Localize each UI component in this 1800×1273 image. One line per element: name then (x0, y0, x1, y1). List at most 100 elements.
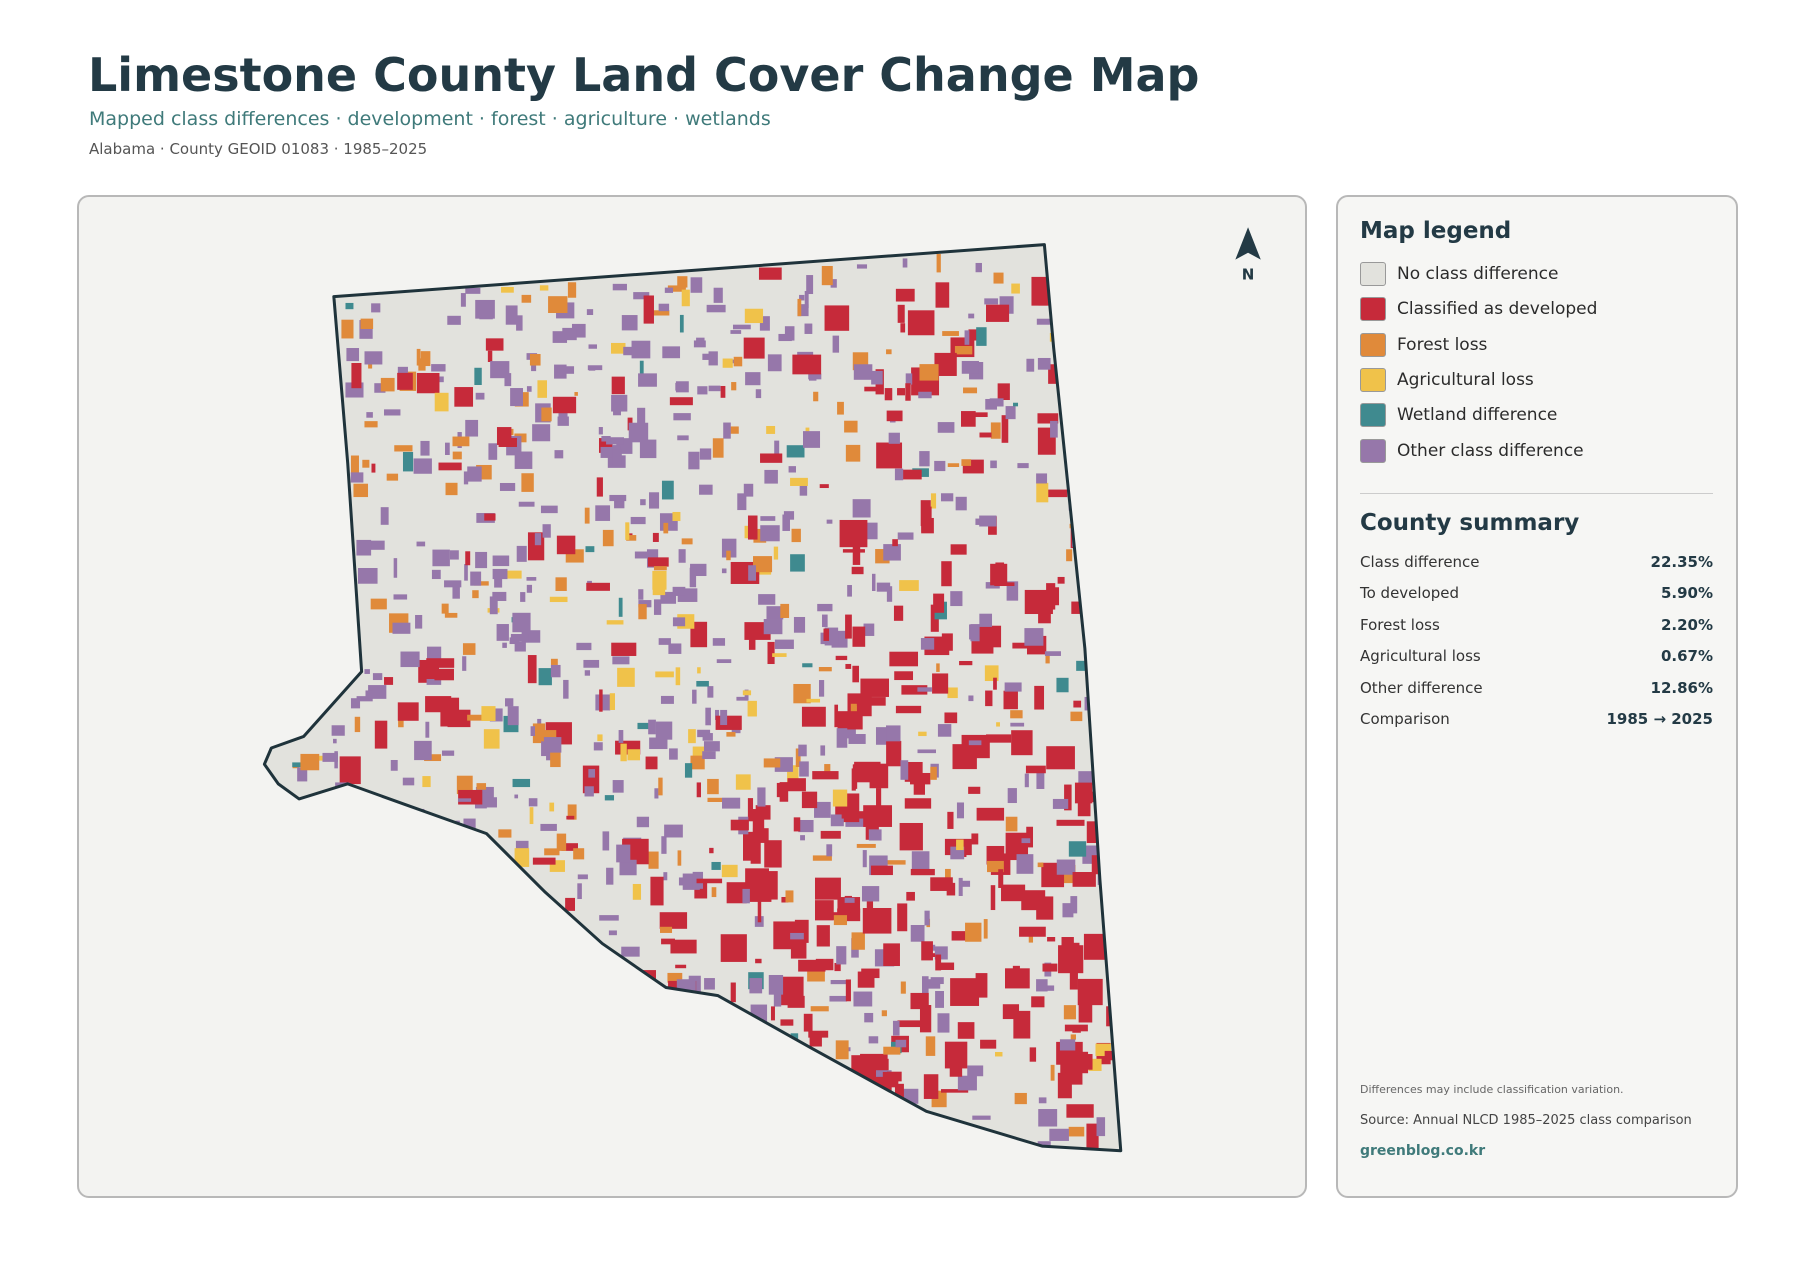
change-patch (864, 386, 880, 392)
change-patch (902, 258, 908, 268)
change-patch (900, 981, 906, 994)
change-patch (1046, 746, 1075, 770)
change-patch (837, 711, 863, 730)
change-patch (474, 367, 482, 385)
change-patch (623, 346, 633, 356)
change-patch (527, 655, 537, 684)
change-patch (720, 934, 747, 962)
change-patch (760, 453, 783, 463)
change-patch (567, 282, 577, 298)
change-patch (621, 315, 638, 331)
change-patch (672, 586, 686, 596)
change-patch (911, 851, 930, 871)
change-patch (699, 448, 712, 460)
change-patch (561, 843, 578, 851)
change-patch (1036, 482, 1049, 503)
change-patch (917, 687, 932, 692)
change-patch (690, 621, 708, 648)
change-patch (745, 372, 761, 386)
change-patch (628, 422, 649, 443)
change-patch (652, 532, 659, 542)
change-patch (697, 386, 708, 395)
change-patch (839, 519, 868, 548)
legend-swatch (1360, 403, 1386, 428)
change-patch (1049, 1128, 1069, 1141)
change-patch (688, 729, 696, 744)
change-patch (984, 665, 999, 682)
change-patch (1005, 968, 1030, 989)
change-patch (760, 516, 776, 521)
change-patch (434, 668, 454, 681)
change-patch (452, 451, 462, 460)
change-patch (780, 603, 790, 618)
change-patch (418, 358, 426, 371)
change-patch (799, 761, 809, 777)
change-patch (737, 493, 747, 511)
change-patch (663, 872, 668, 881)
change-patch (872, 1076, 899, 1088)
change-patch (1037, 1141, 1051, 1146)
change-patch (972, 1115, 991, 1120)
change-patch (919, 1005, 932, 1033)
change-patch (660, 695, 674, 704)
change-patch (1046, 583, 1056, 610)
change-patch (661, 480, 674, 500)
change-patch (402, 451, 414, 472)
change-patch (400, 651, 420, 668)
change-patch (556, 833, 567, 851)
change-patch (871, 573, 876, 591)
change-patch (950, 591, 963, 607)
change-patch (496, 624, 509, 641)
change-patch (1066, 1104, 1094, 1118)
change-patch (1076, 660, 1091, 671)
change-patch (941, 1089, 969, 1093)
change-patch (870, 865, 893, 876)
change-patch (968, 313, 975, 319)
legend-label: Classified as developed (1397, 299, 1598, 320)
change-patch (526, 386, 532, 392)
change-patch (958, 877, 963, 896)
change-patch (1036, 318, 1054, 325)
summary-value: 12.86% (1650, 678, 1713, 697)
change-patch (485, 338, 504, 351)
change-patch (968, 329, 984, 341)
meta: Alabama · County GEOID 01083 · 1985–2025 (89, 140, 428, 158)
change-patch (853, 991, 873, 1007)
change-patch (862, 908, 892, 934)
change-patch (845, 979, 851, 1002)
change-patch (512, 778, 531, 788)
change-patch (611, 642, 637, 656)
change-patch (587, 365, 603, 371)
summary-value: 1985 → 2025 (1606, 710, 1713, 728)
change-patch (836, 728, 848, 748)
change-patch (595, 505, 611, 521)
change-patch (852, 764, 858, 789)
change-patch (679, 314, 684, 333)
change-patch (770, 1006, 775, 1021)
change-patch (620, 743, 627, 762)
change-patch (1074, 782, 1093, 804)
change-patch (933, 593, 945, 613)
change-patch (516, 545, 527, 562)
change-patch (413, 458, 432, 474)
change-patch (507, 706, 519, 726)
change-patch (742, 831, 755, 861)
change-patch (380, 377, 395, 392)
change-patch (441, 750, 455, 756)
change-patch (857, 971, 875, 988)
change-patch (1010, 710, 1023, 719)
change-patch (612, 449, 622, 466)
change-patch (1024, 628, 1044, 646)
change-patch (990, 422, 1001, 439)
change-patch (583, 659, 600, 668)
change-patch (599, 689, 603, 712)
subtitle: Mapped class differences · development ·… (89, 108, 771, 130)
legend-label: Other class difference (1397, 440, 1584, 461)
change-patch (961, 459, 972, 466)
change-patch (606, 437, 624, 445)
legend-swatch (1360, 332, 1386, 357)
change-patch (463, 471, 469, 485)
change-patch (565, 897, 576, 911)
change-patch (550, 664, 561, 678)
change-patch (596, 477, 603, 497)
